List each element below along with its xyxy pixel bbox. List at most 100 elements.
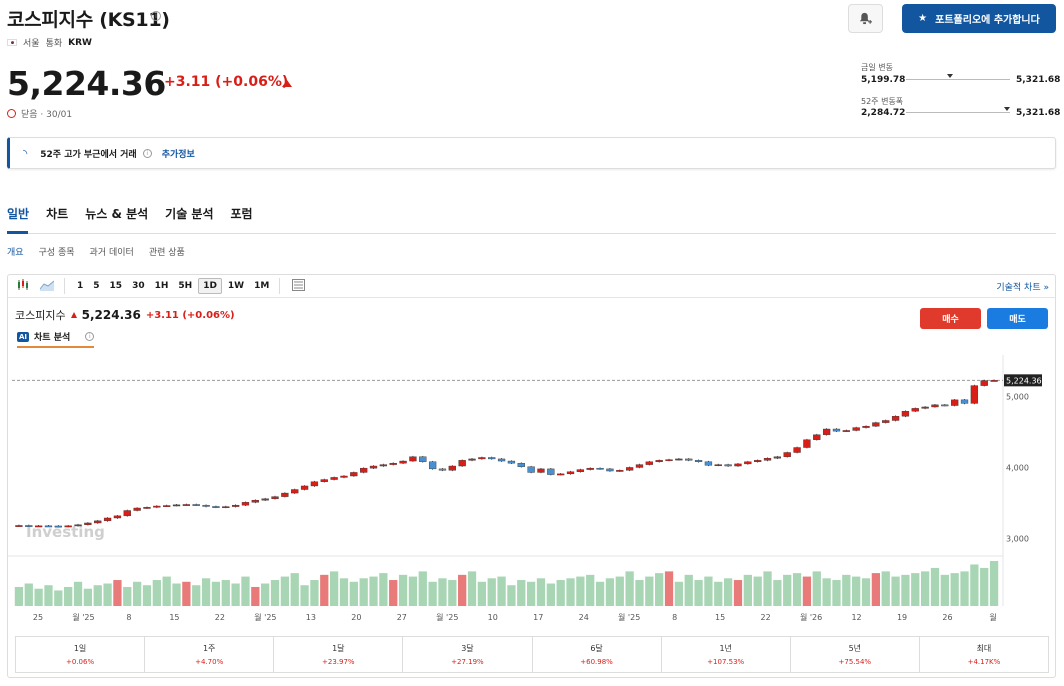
ai-badge-icon: AI bbox=[17, 331, 30, 342]
performance-cell[interactable]: 5년 +75.54% bbox=[791, 637, 920, 672]
tab-divider bbox=[7, 233, 1056, 234]
interval-15[interactable]: 15 bbox=[109, 281, 123, 291]
volume-bar bbox=[290, 573, 299, 606]
candle-body bbox=[891, 416, 900, 421]
interval-1m[interactable]: 1M bbox=[254, 281, 270, 291]
performance-cell[interactable]: 1달 +23.97% bbox=[274, 637, 404, 672]
candlestick-icon[interactable] bbox=[12, 277, 34, 296]
toolbar-divider bbox=[64, 278, 65, 294]
volume-bar bbox=[310, 580, 319, 606]
volume-bar bbox=[674, 581, 684, 606]
add-to-portfolio-button[interactable]: ★ 포트폴리오에 추가합니다 bbox=[902, 4, 1056, 33]
performance-period: 3달 bbox=[461, 644, 474, 653]
info-icon[interactable]: i bbox=[142, 148, 152, 158]
sell-button[interactable]: 매도 bbox=[987, 308, 1048, 329]
candle-body bbox=[783, 452, 791, 457]
candle-body bbox=[44, 525, 53, 528]
buy-button[interactable]: 매수 bbox=[920, 308, 981, 329]
performance-cell[interactable]: 3달 +27.19% bbox=[403, 637, 533, 672]
year-low: 2,284.72 bbox=[861, 108, 906, 118]
technical-chart-link[interactable]: 기술적 차트 » bbox=[996, 283, 1049, 293]
trading-banner: ◝ 52주 고가 부근에서 거래 i 추가정보 bbox=[7, 137, 1056, 169]
alert-button[interactable] bbox=[848, 4, 883, 33]
volume-bar bbox=[970, 564, 979, 606]
candle-body bbox=[625, 467, 634, 471]
candle-body bbox=[685, 458, 693, 461]
candle-body bbox=[911, 408, 919, 412]
interval-5[interactable]: 5 bbox=[93, 281, 100, 291]
candle-body bbox=[773, 456, 782, 459]
interval-30[interactable]: 30 bbox=[132, 281, 145, 291]
info-icon[interactable]: i bbox=[85, 332, 95, 341]
candle-body bbox=[25, 525, 33, 527]
volume-bar bbox=[753, 576, 762, 606]
performance-cell[interactable]: 최대 +4.17K% bbox=[920, 637, 1048, 672]
interval-5h[interactable]: 5H bbox=[178, 281, 193, 291]
candle-body bbox=[606, 468, 614, 472]
volume-bar bbox=[586, 574, 595, 606]
volume-bar bbox=[132, 581, 142, 606]
tab-chart[interactable]: 차트 bbox=[46, 207, 69, 221]
volume-bar bbox=[152, 580, 161, 606]
subtab-historical[interactable]: 과거 데이터 bbox=[89, 248, 134, 258]
x-tick-label: 22 bbox=[761, 613, 771, 622]
tab-technical[interactable]: 기술 분석 bbox=[165, 207, 214, 221]
clock-icon bbox=[7, 109, 16, 118]
volume-bar bbox=[773, 580, 782, 606]
candle-body bbox=[724, 464, 732, 467]
ai-chart-analysis[interactable]: AI 차트 분석 i bbox=[17, 330, 95, 348]
tab-forum[interactable]: 포럼 bbox=[230, 207, 253, 221]
candle-body bbox=[448, 465, 456, 471]
volume-bar bbox=[44, 585, 53, 606]
performance-value: +27.19% bbox=[451, 658, 484, 666]
candle-body bbox=[763, 458, 772, 461]
area-chart-icon[interactable] bbox=[36, 277, 58, 296]
interval-1h[interactable]: 1H bbox=[154, 281, 169, 291]
x-tick-label: 27 bbox=[397, 613, 407, 622]
interval-1w[interactable]: 1W bbox=[227, 281, 245, 291]
x-tick-label: 12 bbox=[851, 613, 861, 622]
candle-body bbox=[123, 510, 131, 517]
volume-bar bbox=[182, 581, 191, 606]
tab-news[interactable]: 뉴스 & 분석 bbox=[85, 207, 149, 221]
interval-1[interactable]: 1 bbox=[77, 281, 84, 291]
last-price: 5,224.36 bbox=[7, 64, 166, 103]
volume-bar bbox=[507, 585, 516, 606]
candle-body bbox=[310, 481, 319, 487]
volume-bar bbox=[881, 571, 890, 606]
candle-body bbox=[202, 504, 210, 507]
subtab-overview[interactable]: 개요 bbox=[7, 248, 24, 258]
korea-flag-icon bbox=[7, 39, 17, 46]
volume-bar bbox=[635, 580, 644, 606]
day-range-label: 금일 변동 bbox=[861, 63, 893, 72]
price-chart[interactable]: 3,000 4,000 5,000 Investing 5,224.36 25 월 '25 8… bbox=[8, 355, 1048, 630]
tab-general[interactable]: 일반 bbox=[7, 207, 30, 221]
volume-bar bbox=[714, 581, 723, 606]
volume-bar bbox=[497, 576, 506, 606]
subtab-components[interactable]: 구성 종목 bbox=[38, 248, 75, 258]
candle-body bbox=[360, 467, 368, 473]
candle-body bbox=[428, 461, 437, 470]
more-info-link[interactable]: 추가정보 bbox=[161, 149, 195, 160]
last-price-label: 5,224.36 bbox=[1006, 376, 1042, 385]
volume-bar bbox=[950, 573, 959, 606]
volume-bar bbox=[398, 574, 408, 606]
volume-bar bbox=[595, 581, 605, 606]
performance-period: 최대 bbox=[976, 644, 992, 653]
performance-value: +23.97% bbox=[322, 658, 355, 666]
volume-bar bbox=[940, 574, 949, 606]
performance-cell[interactable]: 1일 +0.06% bbox=[16, 637, 146, 672]
subtab-related[interactable]: 관련 상품 bbox=[148, 248, 185, 258]
volume-bar bbox=[428, 581, 437, 606]
performance-cell[interactable]: 1주 +4.70% bbox=[145, 637, 275, 672]
volume-bar bbox=[487, 578, 496, 606]
sub-tabs: 개요 구성 종목 과거 데이터 관련 상품 bbox=[7, 245, 185, 258]
interval-1d[interactable]: 1D bbox=[198, 278, 222, 294]
candle-body bbox=[182, 504, 191, 506]
performance-cell[interactable]: 6달 +60.98% bbox=[533, 637, 662, 672]
performance-cell[interactable]: 1년 +107.53% bbox=[662, 637, 791, 672]
table-view-icon[interactable] bbox=[288, 277, 309, 296]
info-icon[interactable]: i bbox=[151, 11, 161, 21]
last-price-tag bbox=[1004, 374, 1042, 387]
investing-watermark: Investing bbox=[26, 523, 105, 541]
